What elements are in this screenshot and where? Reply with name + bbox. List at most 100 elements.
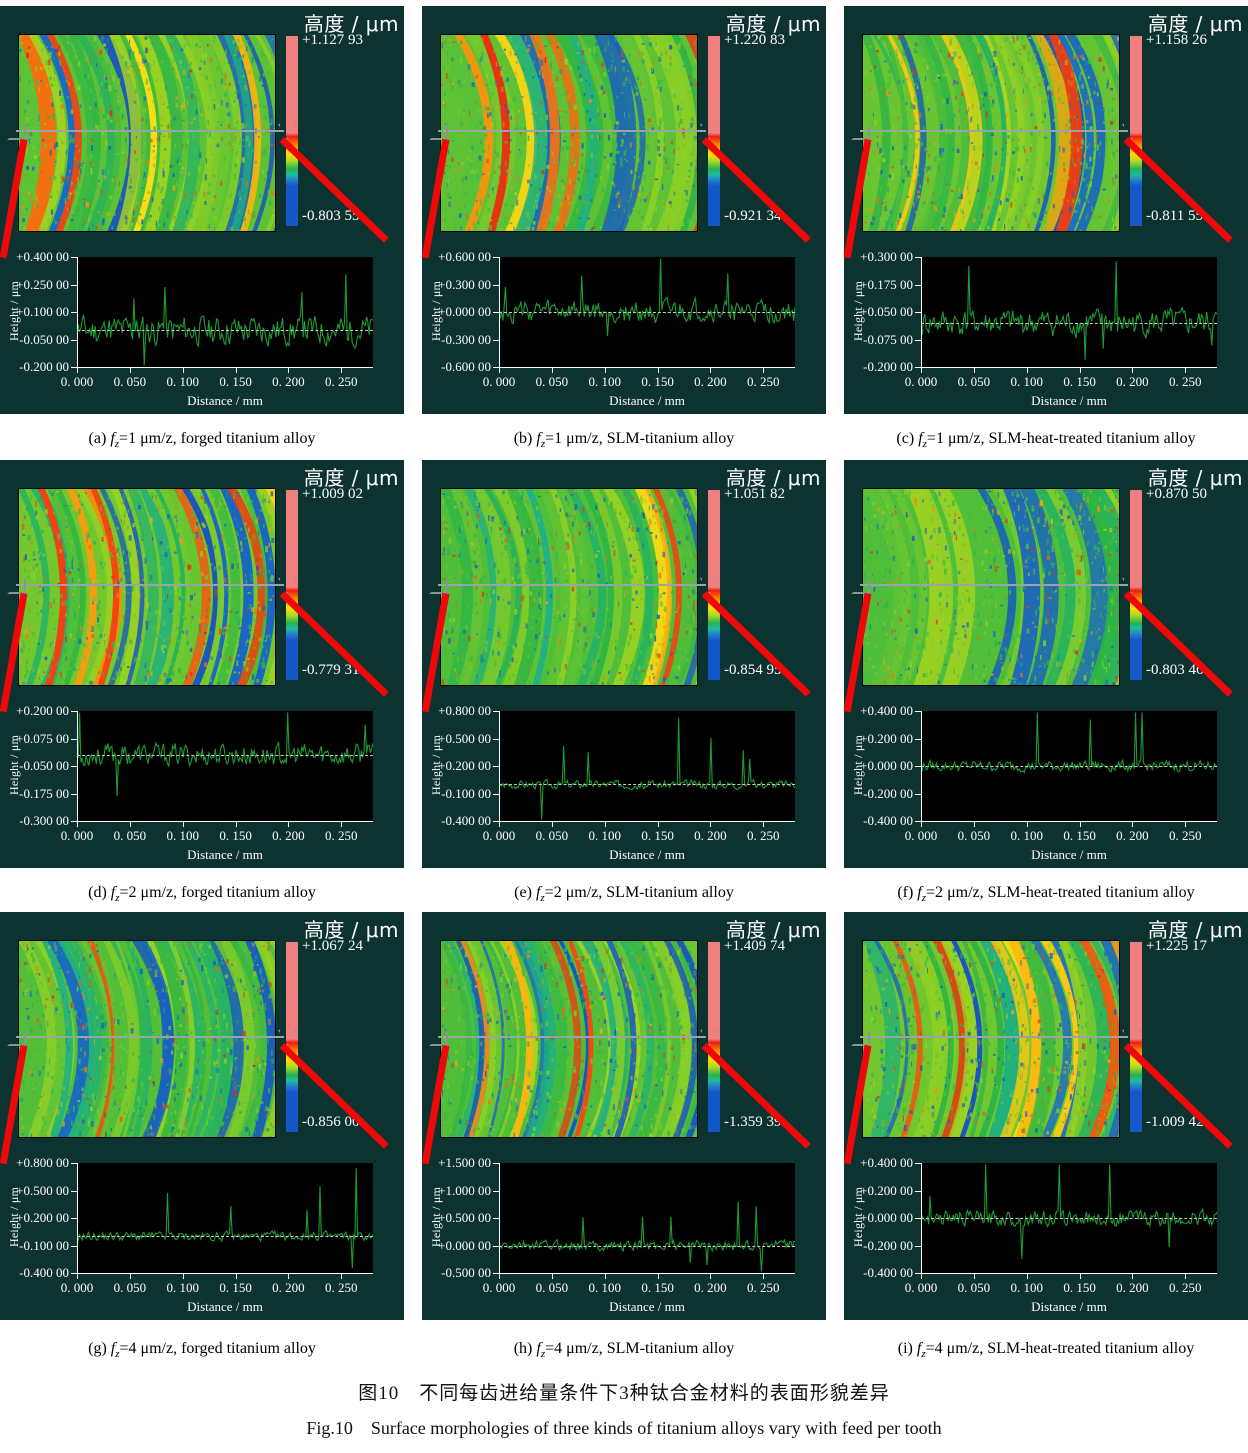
profile-x-tick-label: 0. 100 xyxy=(1010,374,1043,389)
profile-chart-b: Height / μm +0.600 00 +0.300 00 +0.000 00 -0… xyxy=(422,242,826,414)
caption-label: (f) xyxy=(897,884,914,901)
colorbar-title: 高度 / μm xyxy=(1147,918,1243,942)
profile-x-tick-label: 0. 000 xyxy=(482,374,516,389)
profile-x-tick-label: 0. 250 xyxy=(747,374,780,389)
caption-feed-value: =2 xyxy=(926,884,944,901)
figure-title-chinese: 图10 不同每齿进给量条件下3种钛合金材料的表面形貌差异 xyxy=(358,1383,890,1404)
profile-x-tick-mark xyxy=(1132,821,1134,827)
profile-x-tick-mark xyxy=(551,1273,553,1279)
profile-extraction-line[interactable] xyxy=(860,1036,1128,1038)
colorbar-max-value: +1.409 74 xyxy=(724,938,785,954)
panel-e: 高度 / μm +1.051 82 -0.854 95 Height / μm +0.8… xyxy=(421,460,826,868)
profile-x-tick-mark xyxy=(921,367,922,373)
panel-caption-c: (c) fz=1 μm/z, SLM-heat-treated titanium… xyxy=(844,430,1248,450)
profile-extraction-line[interactable] xyxy=(438,1036,706,1038)
profile-extraction-line[interactable] xyxy=(438,584,706,586)
caption-feed-value: =4 xyxy=(119,1340,137,1357)
profile-x-tick-mark xyxy=(763,821,765,827)
caption-feed-symbol: fz xyxy=(110,884,120,905)
profile-x-tick-label: 0. 000 xyxy=(60,828,94,843)
panel-caption-a: (a) fz=1 μm/z, forged titanium alloy xyxy=(0,430,404,450)
caption-feed-symbol: fz xyxy=(536,1340,546,1361)
colorbar-min-value: -1.009 42 xyxy=(1146,1114,1204,1130)
heightmap-canvas xyxy=(19,489,275,685)
profile-y-tick-mark xyxy=(71,1190,77,1192)
profile-y-tick-label: +0.000 00 xyxy=(860,758,913,773)
caption-label: (d) xyxy=(88,884,107,901)
caption-label: (a) xyxy=(88,430,107,447)
profile-y-tick-label: +0.400 00 xyxy=(860,1155,913,1170)
profile-x-tick-label: 0. 050 xyxy=(535,1280,569,1295)
profile-x-tick-label: 0. 150 xyxy=(219,828,252,843)
profile-extraction-line[interactable] xyxy=(16,130,284,132)
profile-y-tick-label: +1.000 00 xyxy=(438,1182,491,1198)
profile-x-tick-label: 0. 250 xyxy=(325,374,358,389)
surface-heightmap-h xyxy=(440,940,698,1138)
profile-extraction-line[interactable] xyxy=(438,130,706,132)
caption-feed-value: =1 xyxy=(926,430,944,447)
profile-x-tick-mark xyxy=(499,367,500,373)
profile-mean-line xyxy=(77,1236,373,1238)
caption-feed-symbol: fz xyxy=(536,430,546,451)
profile-x-tick-label: 0. 100 xyxy=(166,828,199,843)
profile-x-tick-mark xyxy=(1026,367,1028,373)
profile-extraction-line[interactable] xyxy=(16,584,284,586)
colorbar-title: 高度 / μm xyxy=(303,918,399,942)
profile-y-axis xyxy=(499,1163,500,1273)
caption-feed-value: =2 xyxy=(119,884,137,901)
profile-y-tick-mark xyxy=(71,339,77,341)
heightmap-canvas xyxy=(863,489,1119,685)
heightmap-canvas xyxy=(863,941,1119,1137)
profile-y-tick-mark xyxy=(915,1218,921,1219)
profile-x-tick-mark xyxy=(1026,1273,1028,1279)
surface-map-block-c: 高度 / μm +1.158 26 -0.811 55 xyxy=(844,6,1248,242)
profile-y-tick-label: +0.400 00 xyxy=(860,703,913,718)
profile-x-axis-label: Distance / mm xyxy=(1031,847,1107,862)
profile-x-tick-label: 0. 100 xyxy=(166,374,199,389)
profile-x-tick-mark xyxy=(604,1273,606,1279)
profile-x-tick-mark xyxy=(288,367,290,373)
surface-heightmap-d xyxy=(18,488,276,686)
profile-x-tick-label: 0. 250 xyxy=(325,828,358,843)
colorbar-min-value: -0.854 95 xyxy=(724,662,782,678)
profile-y-tick-mark xyxy=(915,1273,921,1274)
profile-y-tick-mark xyxy=(915,821,921,822)
profile-x-tick-label: 0. 150 xyxy=(1063,374,1096,389)
profile-x-tick-label: 0. 200 xyxy=(694,374,727,389)
caption-material: μm/z, forged titanium alloy xyxy=(136,1340,316,1357)
panel-f: 高度 / μm +0.870 50 -0.803 46 Height / μm +0.4… xyxy=(843,460,1248,868)
profile-x-tick-label: 0. 250 xyxy=(1169,828,1202,843)
profile-mean-line xyxy=(77,330,373,332)
profile-y-tick-label: +0.175 00 xyxy=(860,276,913,292)
profile-y-tick-mark xyxy=(493,367,499,368)
surface-heightmap-c xyxy=(862,34,1120,232)
profile-y-tick-label: -0.600 00 xyxy=(441,359,491,374)
panel-d: 高度 / μm +1.009 02 -0.779 31 Height / μm +0.2… xyxy=(0,460,404,868)
profile-y-tick-label: +0.800 00 xyxy=(438,703,491,718)
panel-caption-h: (h) fz=4 μm/z, SLM-titanium alloy xyxy=(422,1340,826,1360)
surface-map-block-b: 高度 / μm +1.220 83 -0.921 34 xyxy=(422,6,826,242)
profile-y-tick-label: +0.200 00 xyxy=(438,758,491,773)
profile-x-tick-mark xyxy=(657,367,659,373)
caption-feed-symbol: fz xyxy=(918,430,927,451)
profile-x-tick-mark xyxy=(710,821,712,827)
profile-y-tick-label: +1.500 00 xyxy=(438,1155,491,1170)
profile-extraction-line[interactable] xyxy=(860,584,1128,586)
colorbar-gradient xyxy=(708,942,720,1132)
profile-x-tick-mark xyxy=(129,1273,131,1279)
profile-x-tick-label: 0. 000 xyxy=(60,374,94,389)
profile-plot-area xyxy=(921,257,1217,367)
profile-y-tick-mark xyxy=(71,312,77,313)
colorbar-min-value: -0.779 31 xyxy=(302,662,360,678)
profile-extraction-line[interactable] xyxy=(860,130,1128,132)
profile-mean-line xyxy=(499,312,795,313)
profile-y-tick-mark xyxy=(493,1163,499,1164)
colorbar-max-value: +1.225 17 xyxy=(1146,938,1207,954)
panel-c: 高度 / μm +1.158 26 -0.811 55 Height / μm +0.3… xyxy=(843,6,1248,414)
panel-i: 高度 / μm +1.225 17 -1.009 42 Height / μm +0.4… xyxy=(843,912,1248,1320)
profile-y-tick-label: -0.400 00 xyxy=(863,813,913,828)
profile-extraction-line[interactable] xyxy=(16,1036,284,1038)
panel-caption-g: (g) fz=4 μm/z, forged titanium alloy xyxy=(0,1340,404,1360)
colorbar-gradient xyxy=(1130,490,1142,680)
profile-x-tick-mark xyxy=(657,1273,659,1279)
